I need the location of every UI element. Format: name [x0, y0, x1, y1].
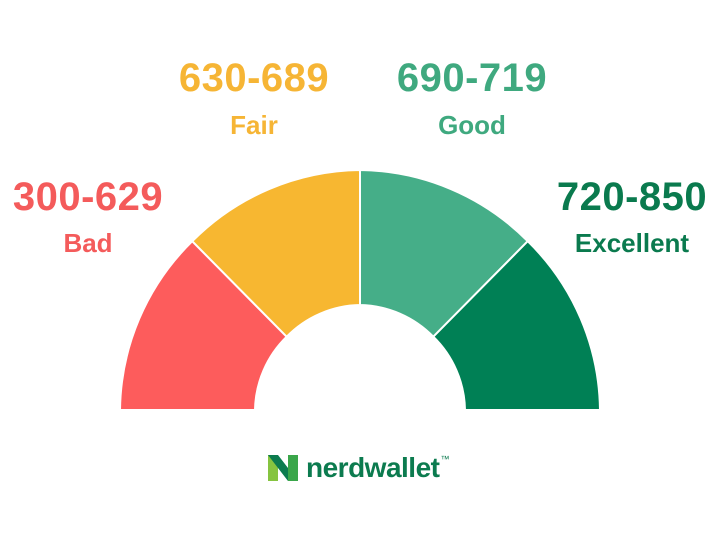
- band-label-excellent: Excellent: [574, 228, 690, 258]
- nerdwallet-n-icon: [268, 455, 298, 481]
- range-label-good: 690-719: [396, 56, 548, 100]
- logo-wordmark: nerdwallet: [306, 452, 440, 483]
- nerdwallet-logo: nerdwallet ™: [266, 450, 449, 486]
- band-label-good: Good: [438, 110, 506, 140]
- range-label-fair: 630-689: [178, 56, 330, 100]
- band-label-fair: Fair: [230, 110, 278, 140]
- logo-trademark: ™: [440, 454, 450, 464]
- gauge-segment-excellent: [431, 239, 602, 411]
- range-label-bad: 300-629: [12, 175, 164, 219]
- gauge-segment-fair: [190, 168, 361, 339]
- gauge-segment-good: [359, 168, 530, 339]
- gauge-segment-bad: [118, 239, 289, 411]
- range-label-excellent: 720-850: [556, 175, 708, 219]
- band-label-bad: Bad: [63, 228, 113, 258]
